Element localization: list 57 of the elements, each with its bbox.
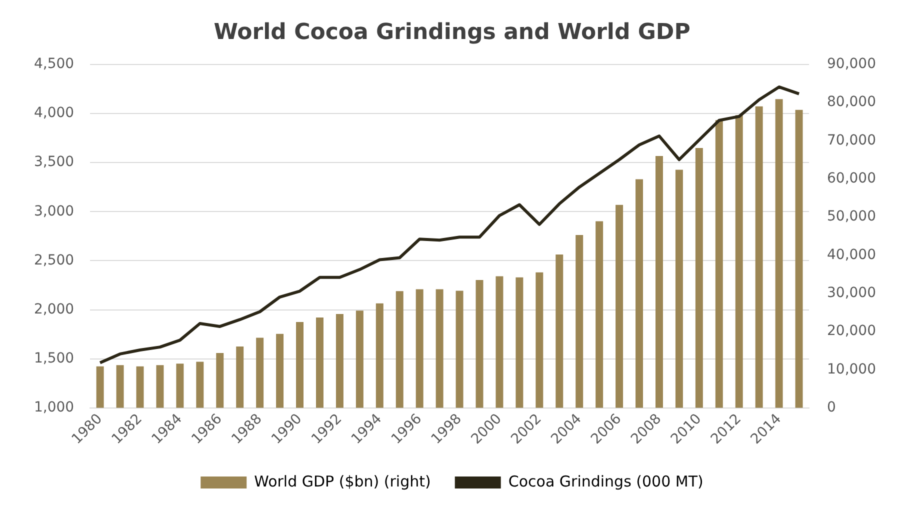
y-tick-label: 1,000: [34, 400, 74, 416]
bar: [596, 221, 604, 408]
bar: [276, 334, 284, 408]
y2-tick-label: 70,000: [827, 132, 876, 148]
y-tick-label: 1,500: [34, 350, 74, 366]
y2-tick-label: 30,000: [827, 285, 876, 302]
bar: [96, 366, 104, 408]
bar: [156, 365, 164, 408]
y2-tick-label: 10,000: [827, 361, 876, 378]
legend-label: World GDP ($bn) (right): [254, 472, 431, 490]
bar: [636, 179, 644, 408]
y2-tick-label: 20,000: [827, 323, 876, 340]
y2-tick-label: 50,000: [827, 208, 876, 225]
bar: [576, 235, 584, 408]
bar: [396, 291, 404, 408]
bar: [136, 366, 144, 408]
bar: [695, 148, 703, 408]
bar: [376, 303, 384, 408]
y-tick-label: 2,500: [34, 252, 74, 268]
bar: [516, 277, 524, 408]
bar: [236, 346, 244, 408]
bar: [616, 204, 624, 408]
y2-tick-label: 0: [827, 400, 836, 416]
bar: [715, 120, 723, 408]
bar: [755, 106, 763, 408]
bar: [675, 170, 683, 408]
bar: [176, 364, 184, 408]
legend-label: Cocoa Grindings (000 MT): [508, 472, 704, 490]
y-tick-label: 3,500: [34, 154, 74, 170]
bar: [116, 365, 124, 408]
bar: [775, 99, 783, 408]
bar: [496, 276, 504, 408]
bar: [196, 362, 204, 408]
bar: [795, 110, 803, 408]
bar: [456, 290, 464, 408]
bar: [316, 317, 324, 408]
bar: [416, 289, 424, 408]
y2-tick-label: 40,000: [827, 246, 876, 263]
y-tick-label: 3,000: [34, 203, 74, 220]
bar: [536, 272, 544, 408]
y-tick-label: 4,000: [34, 105, 74, 122]
y2-tick-label: 90,000: [827, 56, 876, 72]
y2-tick-label: 80,000: [827, 94, 876, 110]
bar: [216, 352, 224, 408]
y-tick-label: 2,000: [34, 301, 74, 318]
bar: [336, 314, 344, 408]
bar: [296, 322, 304, 408]
y2-tick-label: 60,000: [827, 170, 876, 187]
bar: [256, 338, 264, 408]
bar: [476, 280, 484, 408]
bar: [356, 310, 364, 408]
bar: [655, 156, 663, 408]
y-tick-label: 4,500: [34, 56, 74, 72]
bar: [735, 115, 743, 408]
bar: [436, 289, 444, 408]
chart-title: World Cocoa Grindings and World GDP: [214, 20, 690, 45]
bar: [556, 254, 564, 408]
